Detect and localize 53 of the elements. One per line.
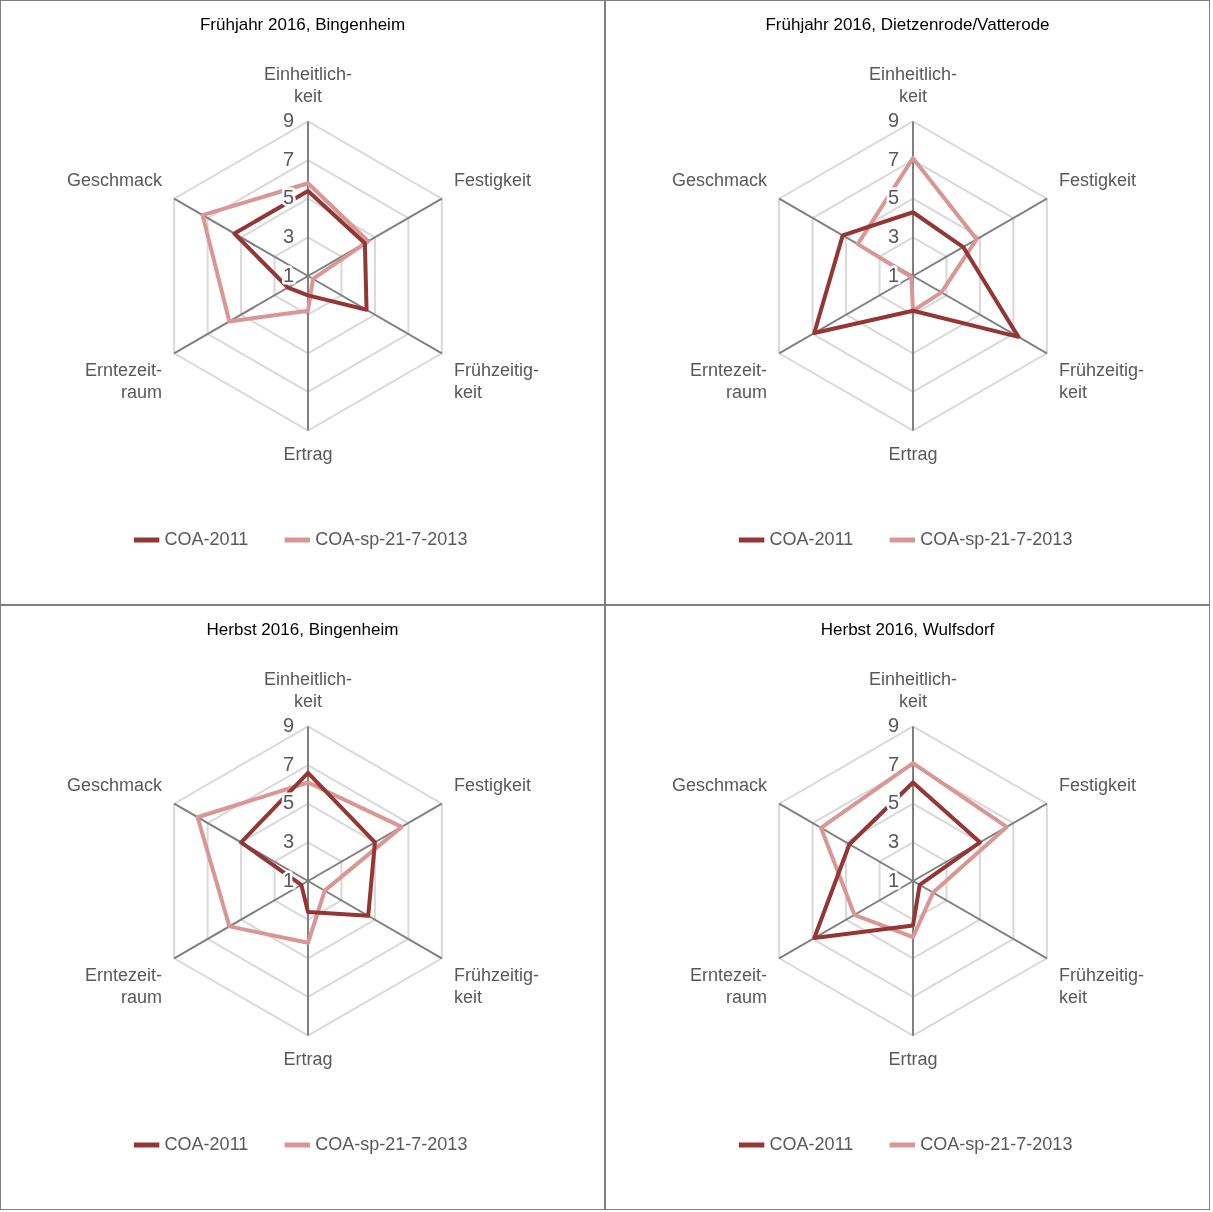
spoke-label: Erntezeit-raum xyxy=(690,965,768,1007)
y-tick-label: 7 xyxy=(282,147,294,170)
spoke-label: Geschmack xyxy=(672,169,769,190)
spoke-label: Frühzeitig-keit xyxy=(453,360,539,402)
spoke-label: Ertrag xyxy=(283,1049,333,1070)
y-tick-label: 9 xyxy=(887,108,899,131)
y-tick-label: 5 xyxy=(887,186,899,209)
legend-label: COA-sp-21-7-2013 xyxy=(315,528,468,549)
spoke-label: Frühzeitig-keit xyxy=(453,965,539,1007)
legend-label: COA-sp-21-7-2013 xyxy=(920,528,1073,549)
spoke-label: Ertrag xyxy=(888,444,938,465)
spoke-label: Einheitlich-keit xyxy=(868,64,958,106)
y-tick-label: 5 xyxy=(282,791,294,814)
spoke-label: Frühzeitig-keit xyxy=(1058,965,1144,1007)
spoke-label: Einheitlich-keit xyxy=(263,64,353,106)
chart-title: Frühjahr 2016, Bingenheim xyxy=(199,14,406,34)
spoke-label: Geschmack xyxy=(67,169,164,190)
legend-label: COA-2011 xyxy=(164,1133,249,1154)
spoke-label: Festigkeit xyxy=(1058,774,1136,795)
spoke-label: Einheitlich-keit xyxy=(868,669,958,711)
legend-label: COA-2011 xyxy=(164,528,249,549)
spoke-label: Geschmack xyxy=(672,774,769,795)
spoke-label: Erntezeit-raum xyxy=(690,360,768,402)
y-tick-label: 3 xyxy=(887,829,899,852)
legend-label: COA-sp-21-7-2013 xyxy=(920,1133,1073,1154)
y-tick-label: 1 xyxy=(887,263,899,286)
spoke-label: Ertrag xyxy=(283,444,333,465)
chart-title: Herbst 2016, Wulfsdorf xyxy=(820,619,995,639)
y-tick-label: 9 xyxy=(282,108,294,131)
y-tick-label: 9 xyxy=(887,713,899,736)
y-tick-label: 3 xyxy=(282,829,294,852)
legend-label: COA-sp-21-7-2013 xyxy=(315,1133,468,1154)
chart-title: Herbst 2016, Bingenheim xyxy=(206,619,399,639)
y-tick-label: 3 xyxy=(887,224,899,247)
spoke-label: Geschmack xyxy=(67,774,164,795)
chart-title: Frühjahr 2016, Dietzenrode/Vatterode xyxy=(765,14,1050,34)
spoke-label: Festigkeit xyxy=(453,169,531,190)
spoke-label: Festigkeit xyxy=(453,774,531,795)
spoke-label: Festigkeit xyxy=(1058,169,1136,190)
y-tick-label: 7 xyxy=(887,752,899,775)
spoke-label: Erntezeit-raum xyxy=(85,965,163,1007)
y-tick-label: 3 xyxy=(282,224,294,247)
y-tick-label: 1 xyxy=(282,263,294,286)
y-tick-label: 9 xyxy=(282,713,294,736)
y-tick-label: 7 xyxy=(282,752,294,775)
spoke-label: Ertrag xyxy=(888,1049,938,1070)
spoke-label: Frühzeitig-keit xyxy=(1058,360,1144,402)
legend-label: COA-2011 xyxy=(769,1133,854,1154)
spoke-label: Erntezeit-raum xyxy=(85,360,163,402)
y-tick-label: 1 xyxy=(887,868,899,891)
legend-label: COA-2011 xyxy=(769,528,854,549)
y-tick-label: 7 xyxy=(887,147,899,170)
spoke-label: Einheitlich-keit xyxy=(263,669,353,711)
